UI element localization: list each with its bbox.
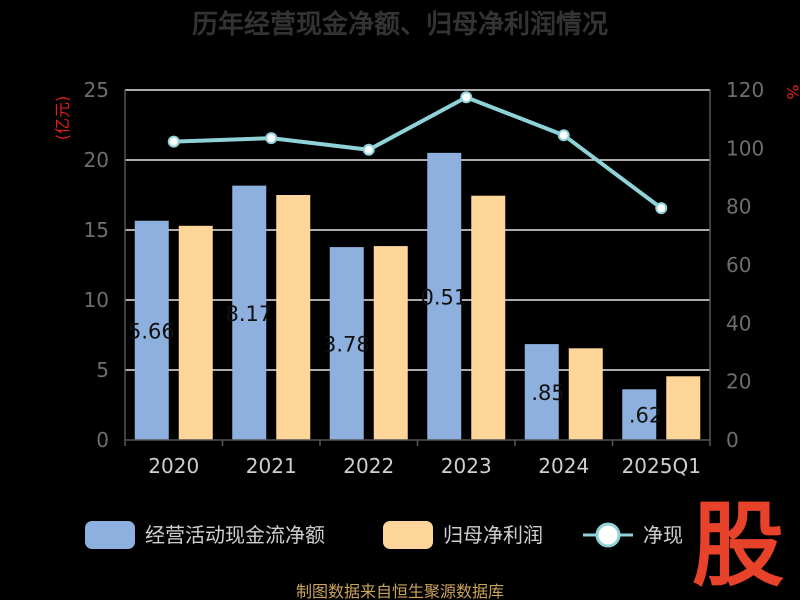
bar-data-label: 5.66 [128, 319, 175, 343]
source-note: 制图数据来自恒生聚源数据库 [296, 582, 504, 600]
bar-data-label: .62 [629, 404, 662, 428]
bar [427, 152, 462, 441]
left-tick-label: 10 [84, 288, 109, 312]
right-tick-label: 100 [726, 136, 764, 160]
left-tick-label: 0 [96, 428, 109, 452]
line-point [362, 143, 375, 156]
right-axis-unit: % [783, 84, 800, 99]
bar [471, 195, 506, 440]
x-tick-label: 2020 [148, 454, 199, 478]
right-tick-label: 20 [726, 370, 751, 394]
legend-swatch-netprofit [383, 521, 433, 549]
line-point [655, 202, 668, 215]
line-point [167, 135, 180, 148]
legend-marker-ratio [595, 522, 621, 548]
line-point [265, 132, 278, 145]
bar [232, 185, 267, 440]
bar [276, 195, 311, 440]
bar-data-label: 8.17 [225, 302, 272, 326]
x-tick-label: 2024 [538, 454, 589, 478]
legend-label-netprofit: 归母净利润 [443, 523, 543, 547]
line-point [460, 91, 473, 104]
left-axis-unit: (亿元) [53, 96, 72, 141]
x-tick-label: 2021 [246, 454, 297, 478]
bar-data-labels: 5.66 8.17 3.78 0.51 .85 .62 [128, 285, 662, 427]
line-point [557, 129, 570, 142]
bar [134, 220, 169, 440]
x-tick-label: 2023 [441, 454, 492, 478]
legend: 经营活动现金流净额 归母净利润 净现 [85, 521, 683, 549]
line-path [173, 95, 663, 210]
x-tick-label: 2025Q1 [622, 454, 701, 478]
legend-label-cashflow: 经营活动现金流净额 [145, 523, 325, 547]
chart-title: 历年经营现金净额、归母净利润情况 [192, 9, 608, 40]
bar [666, 376, 701, 440]
bar-data-label: 0.51 [420, 285, 467, 309]
left-tick-label: 25 [84, 78, 109, 102]
legend-label-ratio: 净现 [643, 523, 683, 547]
right-tick-label: 80 [726, 195, 751, 219]
x-tick-label: 2022 [343, 454, 394, 478]
bar [568, 348, 603, 440]
bar [622, 389, 657, 440]
axes: 0 5 10 15 20 25 0 20 40 60 80 100 120 2020 2021 2022 202… [84, 78, 765, 478]
bar [373, 246, 408, 440]
watermark-stamp: 股 [692, 492, 784, 599]
right-tick-label: 0 [726, 428, 739, 452]
line-series [167, 91, 668, 215]
bar-data-label: .85 [531, 381, 564, 405]
bar [524, 344, 559, 440]
left-tick-label: 5 [96, 358, 109, 382]
right-tick-label: 120 [726, 78, 764, 102]
left-tick-label: 20 [84, 148, 109, 172]
bar [178, 225, 213, 440]
legend-swatch-cashflow [85, 521, 135, 549]
grid-lines [125, 89, 710, 371]
bar [329, 247, 364, 440]
bar-data-label: 3.78 [323, 333, 370, 357]
bar-series [134, 152, 701, 441]
right-tick-label: 40 [726, 311, 751, 335]
left-tick-label: 15 [84, 218, 109, 242]
right-tick-label: 60 [726, 253, 751, 277]
